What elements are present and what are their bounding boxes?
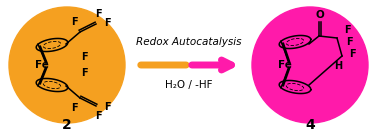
Text: F: F (94, 9, 101, 19)
Text: Fe: Fe (278, 60, 292, 70)
Text: F: F (94, 111, 101, 121)
Text: F: F (349, 49, 355, 59)
Text: H: H (334, 61, 342, 71)
Text: O: O (316, 10, 324, 20)
Text: 2: 2 (62, 118, 72, 132)
Text: F: F (344, 25, 350, 35)
Text: 4: 4 (305, 118, 315, 132)
Text: F: F (71, 103, 77, 113)
Text: F: F (81, 68, 87, 78)
Text: Redox Autocatalysis: Redox Autocatalysis (136, 37, 242, 47)
Text: F: F (346, 37, 352, 47)
Text: H₂O / -HF: H₂O / -HF (165, 80, 213, 90)
Text: F: F (71, 17, 77, 27)
Circle shape (9, 7, 125, 123)
Text: F: F (104, 102, 110, 112)
Text: Fe: Fe (35, 60, 49, 70)
Text: F: F (81, 52, 87, 62)
Circle shape (252, 7, 368, 123)
Text: F: F (104, 18, 110, 28)
